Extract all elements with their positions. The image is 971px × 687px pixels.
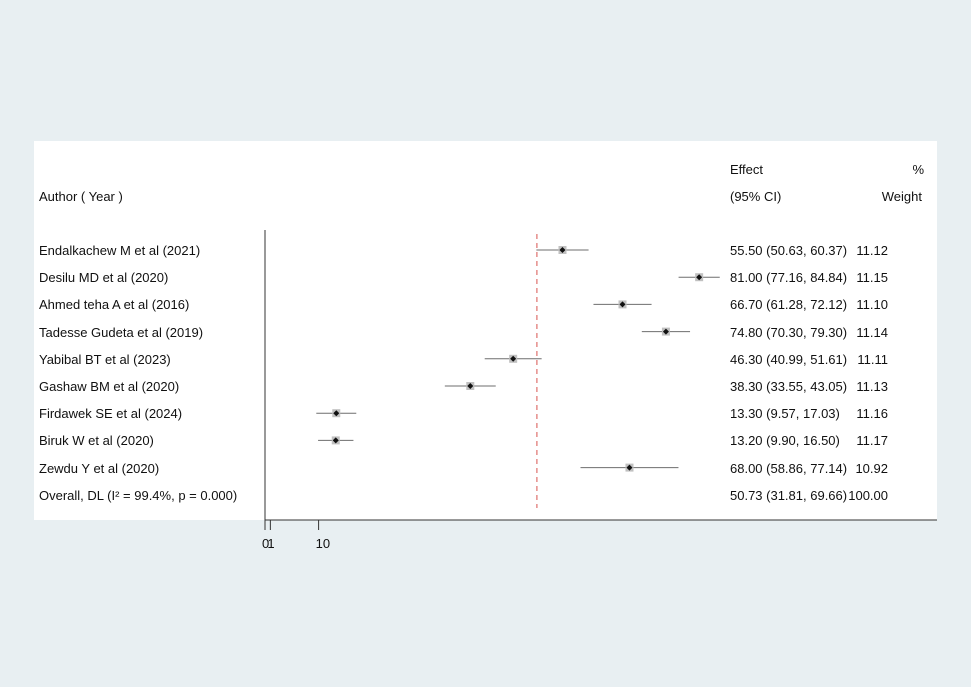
author-header: Author ( Year ) <box>39 189 123 204</box>
overall-weight: 100.00 <box>848 487 888 503</box>
study-weight: 11.15 <box>856 270 888 286</box>
weight-header: Weight <box>881 189 922 204</box>
study-label: Desilu MD et al (2020) <box>39 270 169 286</box>
study-effect-ci: 66.70 (61.28, 72.12) <box>730 297 848 313</box>
study-point-estimate <box>510 355 517 362</box>
study-point-estimate <box>333 410 340 417</box>
study-point-estimate <box>559 247 566 253</box>
study-weight: 11.11 <box>857 351 888 367</box>
study-effect-ci: 38.30 (33.55, 43.05) <box>730 379 848 394</box>
effect-header: Effect <box>730 162 764 177</box>
study-weight: 11.16 <box>856 406 888 422</box>
study-label: Gashaw BM et al (2020) <box>39 379 180 394</box>
forest-plot-panel: Effect % Author ( Year ) (95% CI) Weight… <box>34 141 937 520</box>
study-effect-ci: 13.30 (9.57, 17.03) <box>730 406 840 422</box>
study-effect-ci: 13.20 (9.90, 16.50) <box>730 433 840 449</box>
ci-header: (95% CI) <box>730 189 782 204</box>
study-point-estimate <box>467 383 474 389</box>
study-label: Yabibal BT et al (2023) <box>39 351 171 367</box>
x-axis-tick-label: 0 <box>262 536 270 551</box>
study-effect-ci: 74.80 (70.30, 79.30) <box>730 324 848 340</box>
percent-header: % <box>912 162 924 177</box>
study-label: Firdawek SE et al (2024) <box>39 406 183 422</box>
study-label: Biruk W et al (2020) <box>39 433 154 449</box>
study-point-estimate <box>626 464 633 471</box>
study-weight: 11.10 <box>856 297 888 313</box>
study-label: Zewdu Y et al (2020) <box>39 460 160 476</box>
x-axis-tick-label: 10 <box>315 536 331 551</box>
study-point-estimate <box>696 274 703 281</box>
study-point-estimate <box>619 301 626 308</box>
study-effect-ci: 55.50 (50.63, 60.37) <box>730 243 848 258</box>
study-effect-ci: 46.30 (40.99, 51.61) <box>730 351 848 367</box>
study-weight: 11.14 <box>856 324 888 340</box>
study-weight: 11.12 <box>856 243 888 258</box>
study-weight: 10.92 <box>855 460 888 476</box>
study-label: Endalkachew M et al (2021) <box>39 243 201 258</box>
study-label: Ahmed teha A et al (2016) <box>39 297 190 313</box>
overall-effect-ci: 50.73 (31.81, 69.66) <box>730 487 848 503</box>
study-effect-ci: 81.00 (77.16, 84.84) <box>730 270 848 286</box>
study-point-estimate <box>332 437 339 444</box>
x-axis-tick-label: 1 <box>267 536 275 551</box>
study-point-estimate <box>662 328 669 335</box>
study-weight: 11.13 <box>856 379 888 394</box>
study-effect-ci: 68.00 (58.86, 77.14) <box>730 460 848 476</box>
study-weight: 11.17 <box>856 433 888 449</box>
study-label: Tadesse Gudeta et al (2019) <box>39 324 204 340</box>
overall-label: Overall, DL (I² = 99.4%, p = 0.000) <box>39 487 238 503</box>
